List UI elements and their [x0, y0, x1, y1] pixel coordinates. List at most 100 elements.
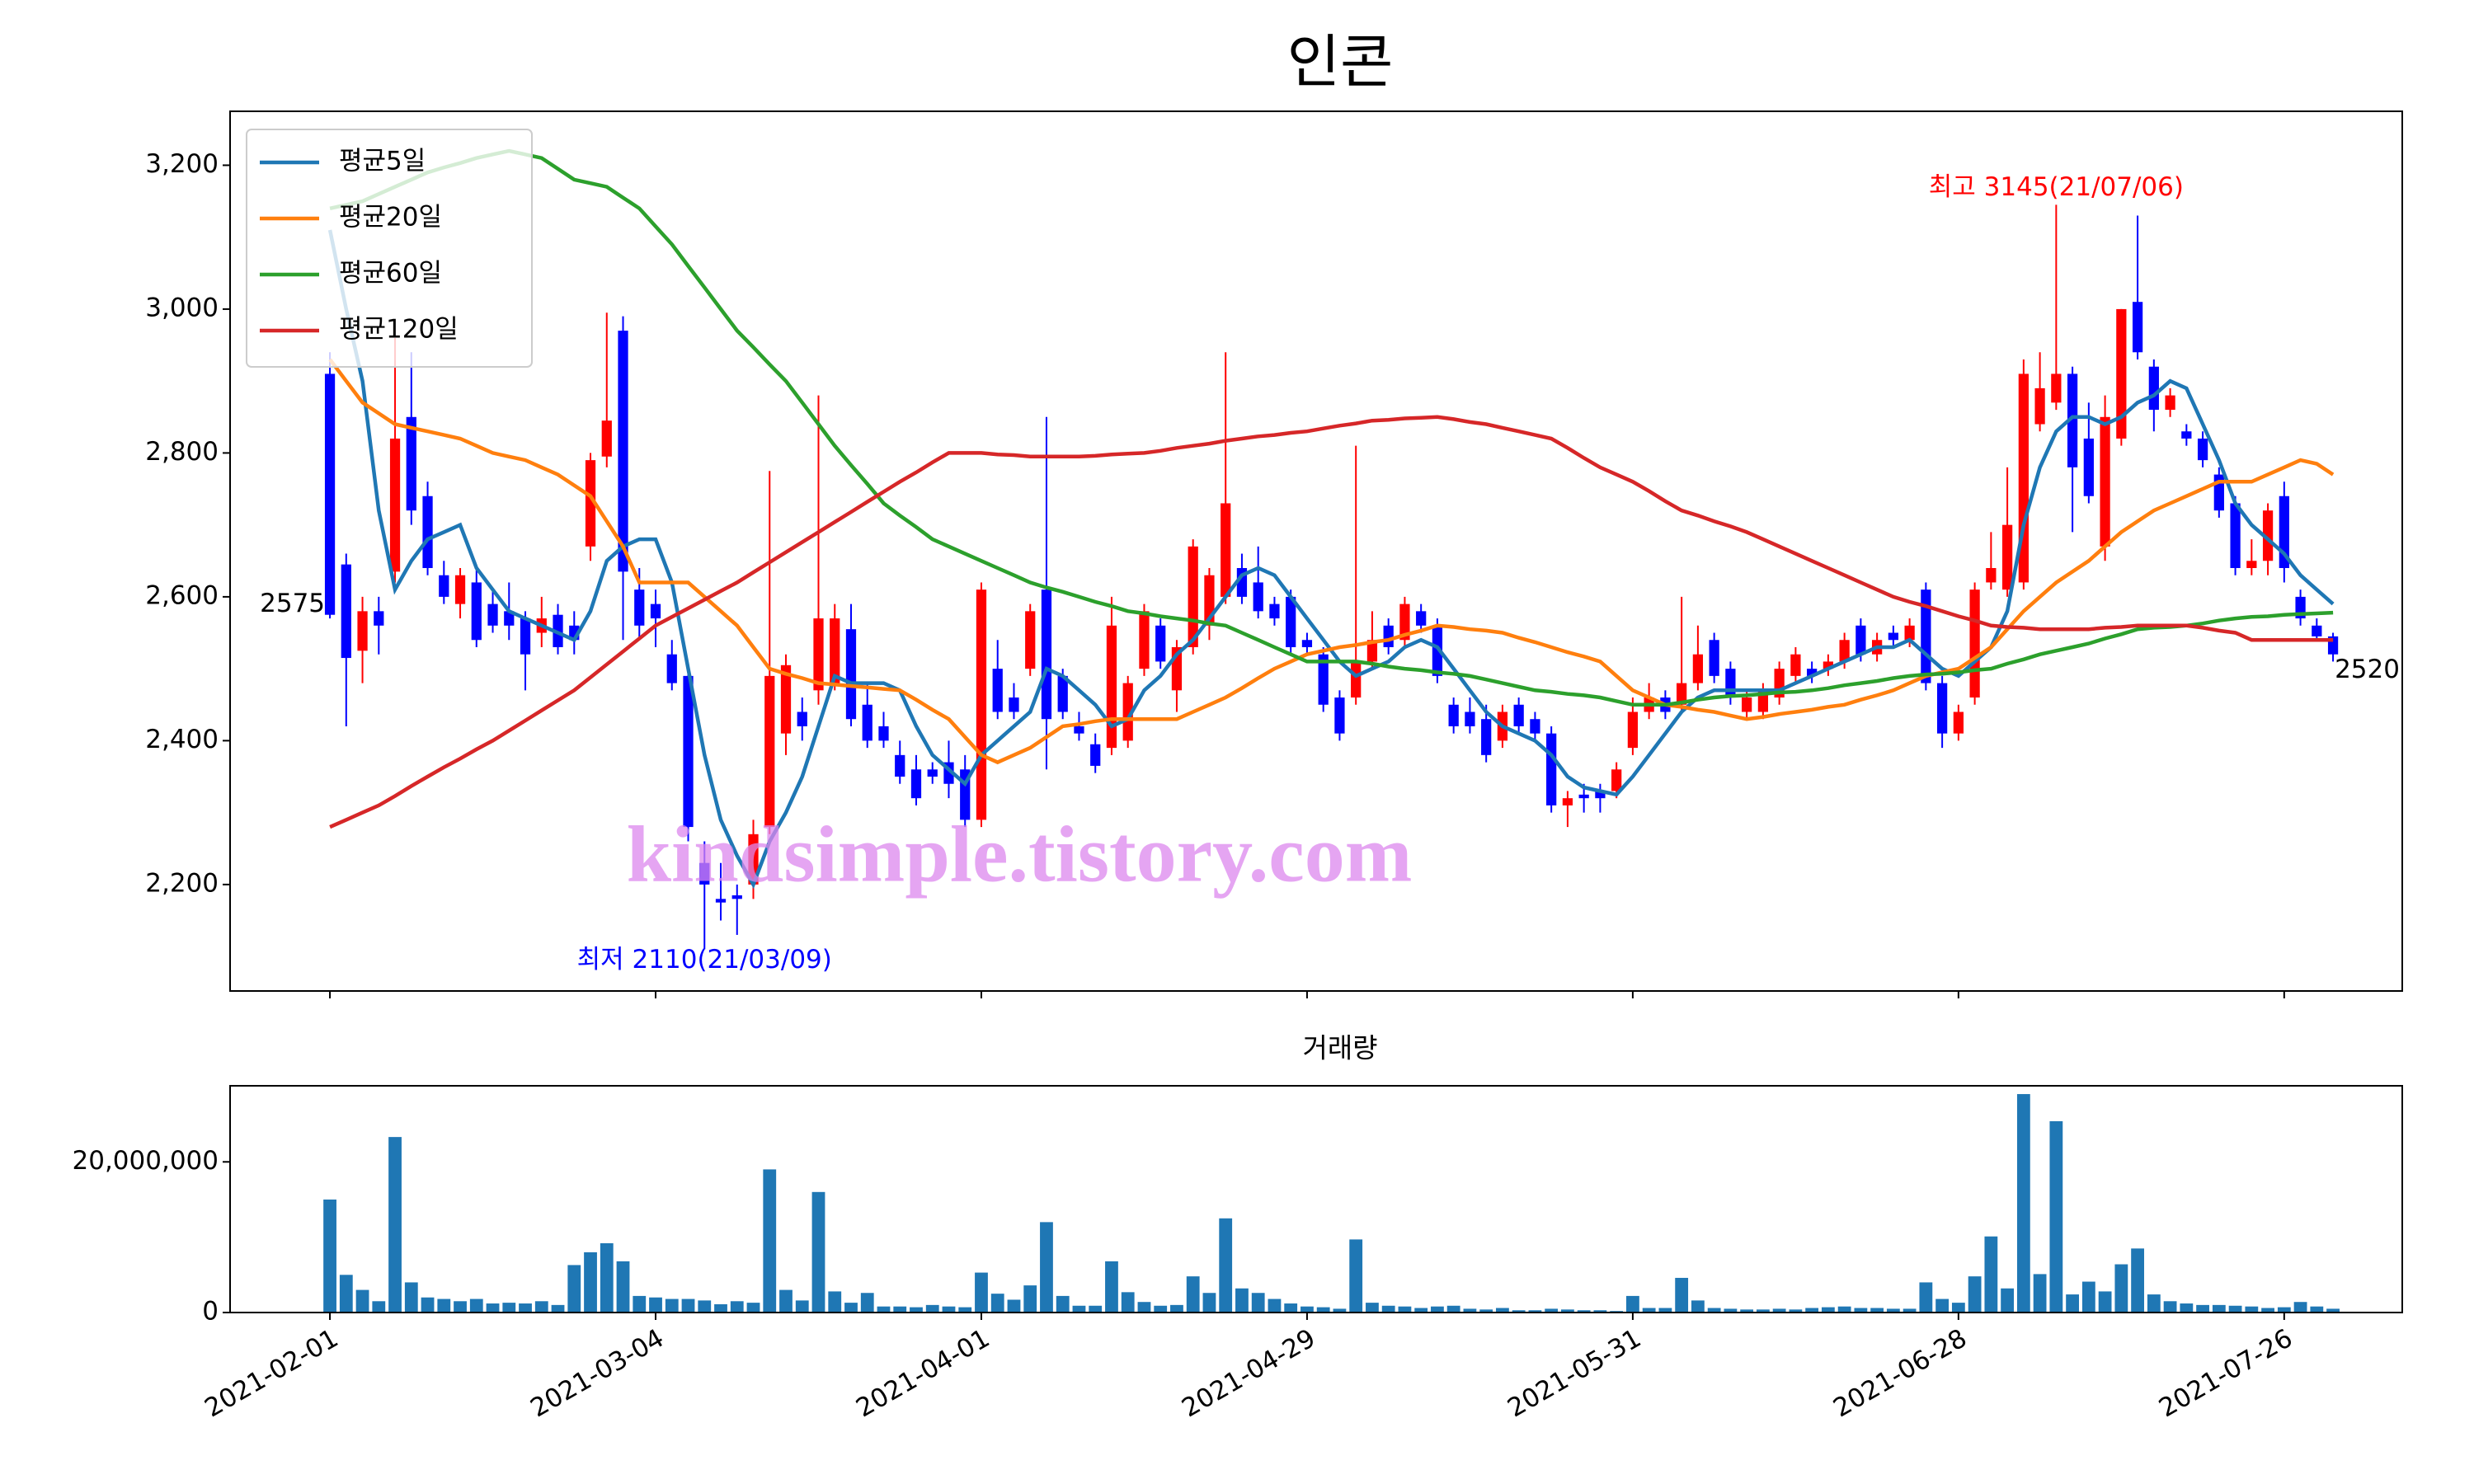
candle-body	[1301, 640, 1313, 647]
volume-bar	[795, 1300, 809, 1313]
candle-body	[341, 564, 351, 659]
volume-bar	[1789, 1309, 1803, 1313]
candle-body	[715, 899, 727, 903]
volume-bar	[2293, 1302, 2307, 1313]
volume-bar	[1951, 1303, 1965, 1313]
volume-bar	[1854, 1308, 1868, 1313]
volume-bar	[1707, 1308, 1721, 1313]
plot-frame	[229, 1085, 2403, 1313]
volume-bar	[1675, 1277, 1689, 1313]
volume-bar	[681, 1298, 695, 1313]
candle-body	[780, 665, 792, 734]
volume-bar	[1381, 1305, 1395, 1313]
volume-bar	[2131, 1248, 2144, 1313]
candle-body	[2246, 561, 2257, 569]
volume-bar	[1023, 1285, 1037, 1313]
candle-body	[895, 754, 905, 777]
candle-body	[1807, 669, 1818, 676]
legend-label: 평균120일	[339, 315, 459, 345]
y-tick-label: 2,200	[145, 868, 219, 898]
candle-body	[927, 769, 938, 777]
volume-bar	[1251, 1293, 1265, 1313]
candle-body	[389, 438, 401, 572]
volume-bar	[1886, 1308, 1900, 1313]
volume-bar	[437, 1298, 451, 1313]
volume-bar	[1658, 1308, 1672, 1313]
candle-body	[699, 862, 710, 885]
volume-bar	[1821, 1307, 1835, 1313]
volume-bar	[1463, 1308, 1477, 1313]
volume-bar	[1219, 1218, 1233, 1313]
candle-body	[1481, 719, 1492, 755]
candle-body	[1399, 603, 1410, 641]
volume-bar	[1414, 1308, 1428, 1313]
candle-body	[2100, 416, 2110, 547]
volume-bar	[1691, 1300, 1705, 1313]
volume-bar	[2180, 1303, 2194, 1313]
volume-bar	[1935, 1298, 1950, 1313]
volume-bar	[469, 1298, 483, 1313]
volume-bar	[534, 1301, 548, 1313]
volume-bar	[1626, 1295, 1639, 1313]
volume-bar	[372, 1301, 386, 1313]
volume-bar	[910, 1307, 923, 1313]
volume-bar	[1105, 1261, 1118, 1313]
volume-bar	[942, 1306, 956, 1313]
volume-bar	[2098, 1291, 2112, 1313]
volume-bar	[1235, 1288, 1249, 1313]
volume-bar	[584, 1252, 597, 1313]
candle-body	[1790, 654, 1801, 676]
candle-body	[1074, 726, 1084, 734]
candle-body	[2197, 438, 2208, 461]
candle-body	[1969, 589, 1980, 698]
volume-bar	[1121, 1292, 1135, 1313]
candle-body	[1546, 733, 1557, 805]
candle-body	[830, 618, 840, 683]
candle-body	[2230, 503, 2241, 569]
legend-box	[246, 129, 533, 368]
candle-body	[1936, 683, 1948, 734]
candle-body	[1090, 744, 1101, 766]
candle-body	[618, 331, 628, 572]
volume-bar	[1137, 1302, 1151, 1313]
candle-body	[1025, 611, 1036, 669]
volume-bar	[1398, 1306, 1412, 1313]
volume-bar	[730, 1301, 744, 1313]
ma-line	[328, 358, 2335, 765]
volume-bar	[1870, 1308, 1884, 1313]
volume-bar	[860, 1293, 874, 1313]
volume-bar	[877, 1306, 891, 1313]
candle-body	[504, 611, 515, 626]
candle-body	[1269, 603, 1280, 619]
legend-label: 평균60일	[339, 259, 442, 289]
candle-body	[2116, 308, 2127, 439]
legend-label: 평균20일	[339, 203, 442, 232]
volume-bar	[2277, 1307, 2291, 1313]
plot-frame	[229, 110, 2403, 992]
candle-body	[1904, 625, 1915, 641]
volume-bar	[1642, 1308, 1656, 1313]
candle-body	[1351, 661, 1362, 698]
volume-bar	[1446, 1305, 1460, 1313]
volume-bar	[1593, 1310, 1607, 1313]
volume-bar	[714, 1303, 727, 1313]
volume-bar	[1968, 1276, 1982, 1313]
ma-line	[329, 148, 2334, 707]
candle-body	[2001, 524, 2013, 590]
volume-bar	[355, 1289, 369, 1313]
volume-bar	[1056, 1295, 1070, 1313]
min-annotation: 최저 2110(21/03/09)	[577, 945, 832, 974]
volume-bar	[1186, 1276, 1200, 1313]
candle-body	[1155, 625, 1166, 662]
candle-body	[487, 603, 498, 626]
chart-title: 인콘	[1287, 28, 1394, 96]
ma-line	[329, 415, 2334, 829]
candle-body	[1221, 503, 1231, 597]
candle-body	[683, 675, 694, 828]
volume-bar	[486, 1303, 500, 1313]
volume-bar	[2228, 1305, 2242, 1313]
volume-bar	[323, 1199, 336, 1313]
candle-body	[1139, 611, 1150, 669]
volume-bar	[1007, 1299, 1021, 1313]
